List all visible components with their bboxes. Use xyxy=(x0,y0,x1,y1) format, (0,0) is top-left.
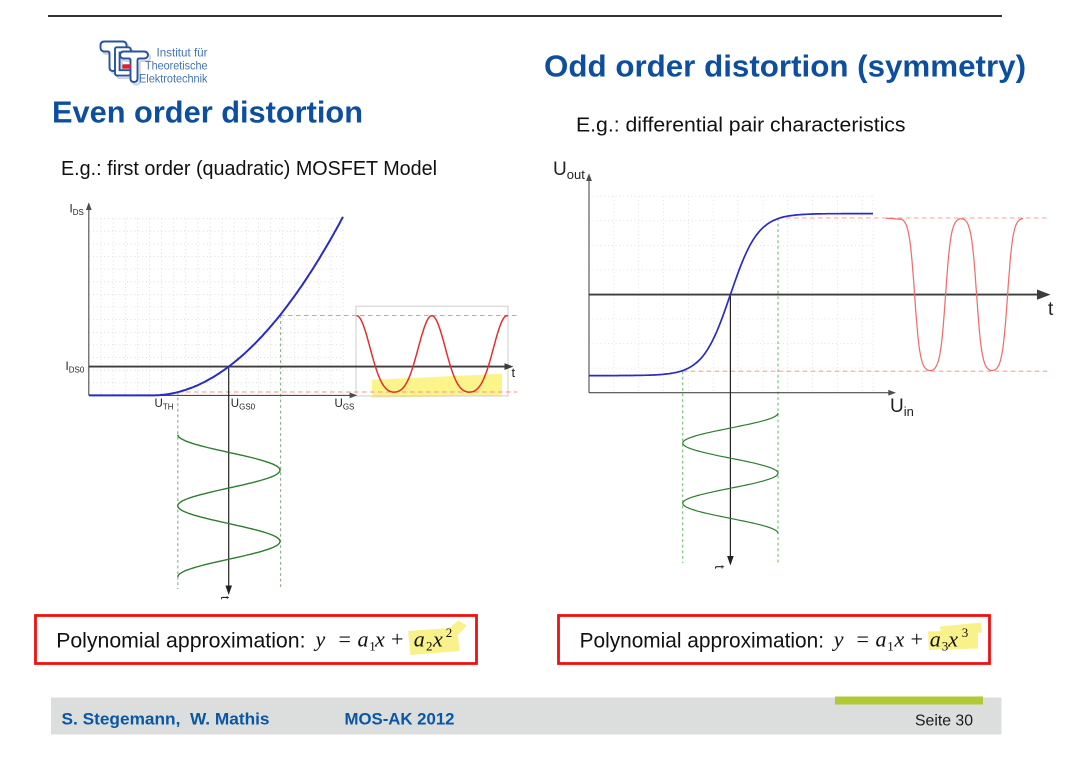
svg-text:2: 2 xyxy=(426,639,433,654)
svg-text:y: y xyxy=(314,627,326,652)
svg-text:UTH: UTH xyxy=(155,398,174,412)
svg-text:UGS0: UGS0 xyxy=(231,398,256,412)
svg-text:Elektrotechnik: Elektrotechnik xyxy=(139,73,208,86)
svg-text:y: y xyxy=(832,627,844,652)
svg-text:1: 1 xyxy=(887,639,894,654)
svg-text:t: t xyxy=(512,365,516,380)
svg-text:Theoretische: Theoretische xyxy=(145,59,208,72)
svg-text:x: x xyxy=(947,627,958,652)
svg-text:a: a xyxy=(414,627,425,652)
svg-text:x: x xyxy=(894,627,905,652)
svg-text:E.g.: first order (quadratic): E.g.: first order (quadratic) MOSFET Mod… xyxy=(61,158,437,180)
svg-text:a: a xyxy=(876,627,887,652)
svg-text:2: 2 xyxy=(446,625,453,640)
svg-text:Uout: Uout xyxy=(553,159,585,182)
svg-text:t: t xyxy=(1048,299,1054,320)
svg-text:t: t xyxy=(218,596,232,600)
svg-text:+: + xyxy=(391,627,403,652)
svg-text:3: 3 xyxy=(942,639,949,654)
svg-text:+: + xyxy=(911,627,923,652)
svg-text:IDS0: IDS0 xyxy=(66,361,85,375)
svg-text:Odd order distortion (symmetry: Odd order distortion (symmetry) xyxy=(544,49,1026,84)
svg-text:UGS: UGS xyxy=(335,398,355,412)
svg-text:Polynomial approximation:: Polynomial approximation: xyxy=(56,629,305,653)
svg-text:=: = xyxy=(857,627,869,652)
svg-text:E.g.: differential pair charac: E.g.: differential pair characteristics xyxy=(576,115,906,137)
svg-text:a: a xyxy=(358,627,369,652)
svg-text:3: 3 xyxy=(962,625,969,640)
svg-text:a: a xyxy=(930,627,941,652)
svg-text:Institut für: Institut für xyxy=(157,46,208,59)
svg-text:S. Stegemann, W. Mathis: S. Stegemann, W. Mathis xyxy=(62,711,270,729)
svg-text:1: 1 xyxy=(369,639,376,654)
svg-text:Even order distortion: Even order distortion xyxy=(52,95,363,130)
svg-text:Polynomial approximation:: Polynomial approximation: xyxy=(580,629,824,653)
svg-text:=: = xyxy=(339,627,351,652)
svg-text:IDS: IDS xyxy=(70,204,84,218)
svg-text:t: t xyxy=(712,565,728,569)
svg-text:Uin: Uin xyxy=(890,396,914,419)
svg-text:x: x xyxy=(432,627,443,652)
svg-text:MOS-AK 2012: MOS-AK 2012 xyxy=(345,711,455,729)
svg-text:x: x xyxy=(374,627,385,652)
svg-text:Seite 30: Seite 30 xyxy=(915,713,973,730)
